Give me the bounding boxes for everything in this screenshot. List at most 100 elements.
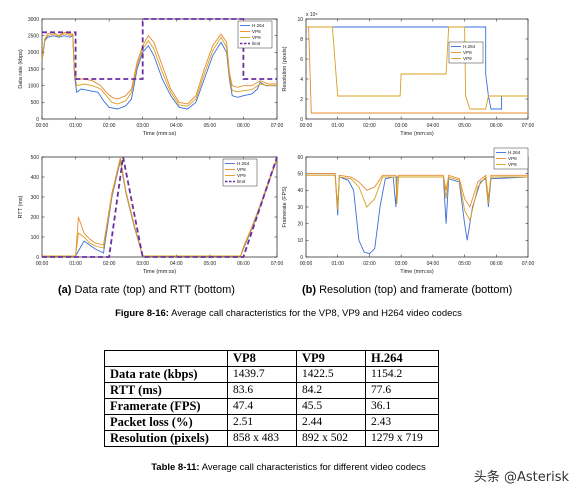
caption-a-letter: (a) [58,284,72,296]
table-row-label: Resolution (pixels) [104,430,228,447]
series-line-vp9 [42,158,278,257]
table-cell: 2.43 [365,414,439,431]
legend-label: VP9 [252,35,261,40]
legend-label: limit [252,41,261,46]
series-line-vp8 [306,173,528,209]
x-tick-label: 04:00 [427,261,440,267]
plot-frame [305,156,529,258]
y-tick-label: 10 [297,238,303,244]
series-line-h264 [41,34,277,110]
table-header-row: VP8 VP9 H.264 [104,350,439,367]
table-header-cell: VP8 [227,350,297,367]
legend-label: VP8 [463,50,472,55]
x-tick-label: 06:00 [490,123,503,129]
x-tick-label: 01:00 [69,123,82,129]
codec-stats-table: VP8 VP9 H.264 Data rate (kbps) 1439.7 14… [104,350,439,447]
table-cell: 47.4 [227,398,297,415]
x-tick-label: 06:00 [237,261,250,267]
table-cell: 892 x 502 [296,430,366,447]
x-tick-label: 02:00 [103,261,116,267]
chart-a-bottom: 00:00 01:00 02:00 03:00 04:00 05:00 06:00 07:00… [18,155,283,275]
chart-b-bottom: 00:00 01:00 02:00 03:00 04:00 05:00 06:00 07:00… [282,147,534,275]
legend-label: VP9 [508,162,517,167]
x-tick-label: 03:00 [395,123,408,129]
series-line-vp9 [306,26,528,110]
y-tick-label: 300 [31,195,40,201]
table-row-label: RTT (ms) [104,382,228,399]
x-tick-label: 04:00 [170,123,183,129]
x-tick-label: 00:00 [36,123,49,129]
x-tick-label: 07:00 [271,261,284,267]
table-cell: 2.44 [296,414,366,431]
legend-label: VP8 [508,156,517,161]
x-tick-label: 07:00 [522,123,535,129]
table-cell: 83.6 [227,382,297,399]
table-caption-label: Table 8-11: [151,462,200,473]
table-row: Resolution (pixels) 858 x 483 892 x 502 … [104,430,439,447]
x-tick-label: 00:00 [300,123,313,129]
table-cell: 84.2 [296,382,366,399]
y-tick-label: 0 [300,255,303,261]
legend-label: VP8 [237,167,246,172]
table-row-label: Framerate (FPS) [104,398,228,415]
caption-b-letter: (b) [302,284,317,296]
x-axis-label: Time (mm:ss) [400,269,434,275]
legend-label: H.264 [237,161,250,166]
y-tick-label: 500 [31,155,40,161]
figure-caption: Figure 8-16: Average call characteristic… [0,308,577,319]
legend-label: H.264 [508,150,521,155]
table-header-cell: H.264 [365,350,439,367]
x-tick-label: 07:00 [271,123,284,129]
y-tick-label: 2500 [28,33,39,39]
x-tick-label: 01:00 [69,261,82,267]
table-row: Framerate (FPS) 47.4 45.5 36.1 [104,398,439,415]
table-header-cell: VP9 [296,350,366,367]
watermark-text: 头条 @Asterisk [473,470,569,485]
table-cell: 1439.7 [227,366,297,383]
x-tick-label: 02:00 [363,261,376,267]
table-row: Data rate (kbps) 1439.7 1422.5 1154.2 [104,366,439,383]
x-tick-label: 04:00 [170,261,183,267]
y-axis-label: Framerate (FPS) [282,186,288,227]
y-tick-label: 60 [297,155,303,161]
legend-label: H.264 [252,23,265,28]
table-cell: 858 x 483 [227,430,297,447]
caption-a-text: Data rate (top) and RTT (bottom) [74,284,235,296]
y-tick-label: 8 [300,37,303,43]
x-tick-label: 05:00 [458,123,471,129]
x-axis-label: Time (mm:ss) [400,131,434,137]
y-axis-label: RTT (ms) [18,195,24,218]
y-tick-label: 400 [31,175,40,181]
y-tick-label: 0 [36,255,39,261]
table-cell: 1154.2 [365,366,439,383]
table-row: RTT (ms) 83.6 84.2 77.6 [104,382,439,399]
x-tick-label: 00:00 [36,261,49,267]
legend-box [448,41,484,64]
figure-panels: 00:00 01:00 02:00 03:00 04:00 05:00 06:00 07:00… [18,12,535,275]
y-tick-label: 10 [297,17,303,23]
x-tick-label: 03:00 [136,261,149,267]
legend-label: H.264 [463,44,476,49]
series-line-vp9 [306,174,528,222]
legend-label: VP8 [252,29,261,34]
x-axis-label: Time (mm:ss) [143,269,177,275]
table-caption: Table 8-11: Average call characteristics… [0,462,577,473]
x-tick-label: 05:00 [458,261,471,267]
x-tick-label: 00:00 [300,261,313,267]
plot-frame [305,18,529,120]
y-tick-label: 1500 [28,67,39,73]
table-cell: 1422.5 [296,366,366,383]
table-header-cell [104,350,228,367]
y-tick-label: 50 [297,171,303,177]
y-tick-label: 4 [300,77,303,83]
table-row: Packet loss (%) 2.51 2.44 2.43 [104,414,439,431]
x-tick-label: 03:00 [136,123,149,129]
y-tick-label: 2000 [28,50,39,56]
x-tick-label: 02:00 [363,123,376,129]
y-tick-label: 100 [31,235,40,241]
chart-a-top: 00:00 01:00 02:00 03:00 04:00 05:00 06:00 07:00… [18,17,283,137]
y-tick-label: 0 [300,117,303,123]
legend-label: limit [237,179,246,184]
y-tick-label: 6 [300,57,303,63]
y-tick-label: 200 [31,215,40,221]
